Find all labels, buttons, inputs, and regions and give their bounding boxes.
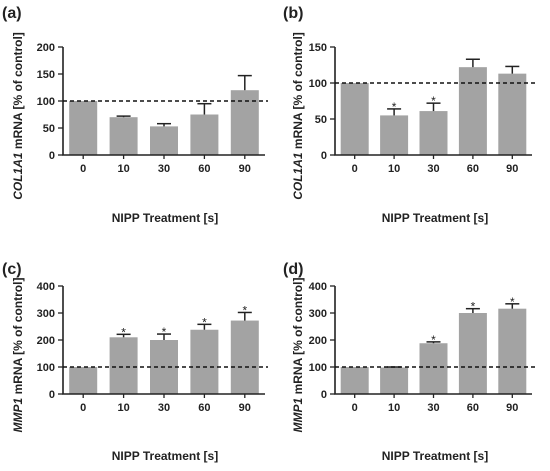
y-tick-label: 0 — [321, 389, 327, 401]
bar-60 — [190, 114, 219, 155]
significance-star: * — [510, 295, 515, 309]
chart-panel-c: (c) 0 * 10 * 30 * 60 * 90 0 100 200 300 400 NIPP Treatm… — [2, 261, 268, 463]
x-tick-label: 0 — [80, 163, 86, 175]
x-tick-label: 60 — [467, 402, 479, 414]
y-tick-label: 0 — [49, 389, 55, 401]
y-tick-label: 400 — [309, 281, 327, 293]
y-axis-title-unit: mRNA [% of control] — [291, 278, 305, 398]
significance-star: * — [431, 333, 436, 347]
bar-90 — [498, 308, 527, 394]
x-tick-label: 10 — [388, 402, 400, 414]
x-tick-label: 60 — [198, 163, 210, 175]
bar-10 — [380, 115, 409, 155]
x-tick-label: 0 — [352, 163, 358, 175]
significance-star: * — [431, 94, 436, 108]
y-axis-title-gene: MMP1 — [291, 397, 305, 432]
y-axis-title-gene: COL1A1 — [291, 152, 305, 200]
x-tick-label: 30 — [427, 163, 439, 175]
chart-panel-b: (b) 0 * 10 * 30 60 90 0 50 100 150 NIPP Treatment [s… — [283, 5, 535, 225]
y-axis-title-unit: mRNA [% of control] — [11, 278, 25, 398]
bar-90 — [230, 320, 259, 394]
x-tick-label: 10 — [117, 163, 129, 175]
y-tick-label: 100 — [309, 362, 327, 374]
chart-panel-d: (d) 0 10 * 30 * 60 * 90 0 100 200 300 400 NIPP Treatme… — [283, 261, 535, 463]
bar-60 — [458, 313, 487, 394]
significance-star: * — [162, 325, 167, 339]
y-axis-title: MMP1 mRNA [% of control] — [11, 278, 25, 433]
y-tick-label: 200 — [37, 42, 55, 54]
y-tick-label: 100 — [37, 362, 55, 374]
significance-star: * — [202, 315, 207, 329]
x-tick-label: 60 — [198, 402, 210, 414]
y-tick-label: 150 — [309, 42, 327, 54]
x-tick-label: 30 — [158, 402, 170, 414]
y-tick-label: 50 — [43, 123, 55, 135]
y-axis-title: COL1A1 mRNA [% of control] — [291, 32, 305, 200]
y-tick-label: 100 — [309, 78, 327, 90]
x-tick-label: 30 — [427, 402, 439, 414]
y-tick-label: 300 — [37, 308, 55, 320]
x-tick-label: 90 — [239, 402, 251, 414]
bar-30 — [419, 343, 448, 394]
x-tick-label: 90 — [506, 402, 518, 414]
x-tick-label: 60 — [467, 163, 479, 175]
bar-10 — [380, 367, 409, 394]
x-tick-label: 90 — [239, 163, 251, 175]
bar-0 — [69, 101, 98, 155]
x-axis-title: NIPP Treatment [s] — [112, 211, 218, 225]
bar-60 — [458, 67, 487, 155]
y-tick-label: 200 — [309, 335, 327, 347]
axes — [334, 286, 532, 395]
y-tick-label: 200 — [37, 335, 55, 347]
y-axis-title-unit: mRNA [% of control] — [291, 32, 305, 152]
y-axis-title: MMP1 mRNA [% of control] — [291, 278, 305, 433]
x-tick-label: 0 — [80, 402, 86, 414]
bar-90 — [498, 73, 527, 155]
significance-star: * — [121, 325, 126, 339]
bar-0 — [340, 367, 369, 394]
x-tick-label: 10 — [117, 402, 129, 414]
panel-label: (c) — [2, 261, 22, 278]
bar-0 — [69, 367, 98, 394]
bar-10 — [109, 117, 138, 155]
y-tick-label: 150 — [37, 69, 55, 81]
x-tick-label: 90 — [506, 163, 518, 175]
x-axis-title: NIPP Treatment [s] — [112, 449, 218, 463]
bar-30 — [419, 111, 448, 155]
y-tick-label: 0 — [49, 150, 55, 162]
y-axis-title: COL1A1 mRNA [% of control] — [11, 32, 25, 200]
x-axis-title: NIPP Treatment [s] — [382, 449, 488, 463]
x-tick-label: 30 — [158, 163, 170, 175]
axes — [62, 286, 265, 395]
y-tick-label: 300 — [309, 308, 327, 320]
axes — [62, 47, 265, 156]
panel-label: (b) — [283, 5, 303, 22]
significance-star: * — [471, 300, 476, 314]
panel-label: (d) — [283, 261, 303, 278]
significance-star: * — [392, 100, 397, 114]
bar-0 — [340, 83, 369, 155]
x-axis-title: NIPP Treatment [s] — [382, 211, 488, 225]
bar-60 — [190, 329, 219, 394]
y-axis-title-unit: mRNA [% of control] — [11, 32, 25, 152]
chart-panel-a: (a) 0 10 30 60 90 0 50 100 150 200 NIPP Treatment [… — [2, 5, 268, 225]
y-tick-label: 100 — [37, 96, 55, 108]
y-axis-title-gene: COL1A1 — [11, 152, 25, 200]
significance-star: * — [242, 303, 247, 317]
bar-10 — [109, 337, 138, 394]
y-tick-label: 0 — [321, 150, 327, 162]
y-tick-label: 400 — [37, 281, 55, 293]
y-axis-title-gene: MMP1 — [11, 397, 25, 432]
x-tick-label: 10 — [388, 163, 400, 175]
bar-90 — [230, 90, 259, 155]
y-tick-label: 50 — [315, 114, 327, 126]
panel-label: (a) — [2, 5, 22, 22]
x-tick-label: 0 — [352, 402, 358, 414]
bar-30 — [150, 126, 178, 155]
